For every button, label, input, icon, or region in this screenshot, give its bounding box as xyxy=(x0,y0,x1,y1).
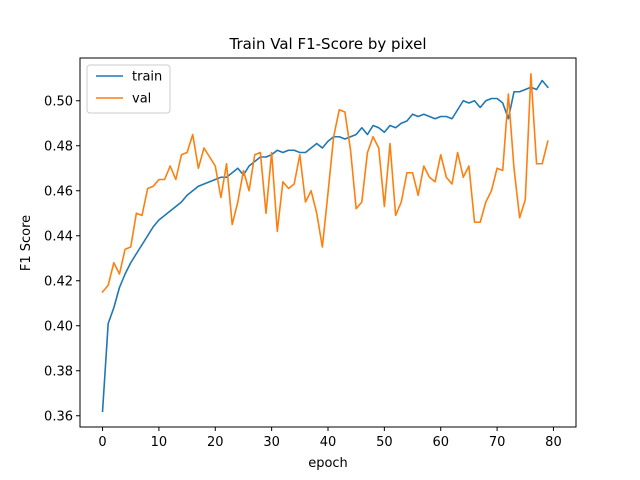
y-tick-label: 0.50 xyxy=(44,94,73,109)
plot-frame xyxy=(79,57,577,428)
y-tick-label: 0.44 xyxy=(44,229,73,244)
x-tick-label: 10 xyxy=(151,435,168,450)
legend-label-val: val xyxy=(132,92,151,107)
y-tick-label: 0.46 xyxy=(44,184,73,199)
chart-title: Train Val F1-Score by pixel xyxy=(228,35,426,53)
x-tick-label: 40 xyxy=(320,435,337,450)
legend-label-train: train xyxy=(132,70,162,85)
x-tick-label: 80 xyxy=(545,435,562,450)
y-tick-label: 0.40 xyxy=(44,319,73,334)
series-line-val xyxy=(101,72,549,294)
y-axis-label: F1 Score xyxy=(19,215,34,271)
series-line-train xyxy=(101,79,549,413)
x-tick-label: 20 xyxy=(207,435,224,450)
x-axis-label: epoch xyxy=(308,456,348,471)
x-tick-label: 70 xyxy=(489,435,506,450)
y-tick-label: 0.38 xyxy=(44,364,73,379)
legend-box xyxy=(86,64,171,114)
y-tick-label: 0.48 xyxy=(44,139,73,154)
x-tick-label: 0 xyxy=(98,435,106,450)
x-tick-label: 30 xyxy=(263,435,280,450)
y-tick-label: 0.36 xyxy=(44,409,73,424)
plot-area-series xyxy=(101,72,549,413)
x-tick-label: 60 xyxy=(432,435,449,450)
legend: train val xyxy=(86,64,171,114)
y-tick-label: 0.42 xyxy=(44,274,73,289)
x-tick-label: 50 xyxy=(376,435,393,450)
axes: 0 10 20 30 40 50 60 70 80 0.36 0.38 0.40 0.42 0.44 0.4… xyxy=(44,94,562,450)
